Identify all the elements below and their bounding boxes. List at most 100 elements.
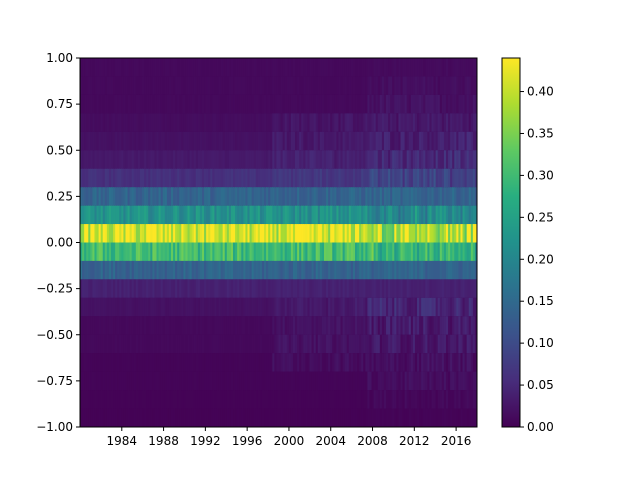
heatmap-cell <box>406 371 410 391</box>
heatmap-cell <box>427 316 431 335</box>
heatmap-cell <box>328 371 331 391</box>
heatmap-cell <box>160 353 164 372</box>
heatmap-cell <box>156 58 160 77</box>
heatmap-cell <box>189 371 193 391</box>
heatmap-cell <box>390 316 393 335</box>
heatmap-cell <box>156 279 160 298</box>
heatmap-cell <box>454 353 457 372</box>
heatmap-cell <box>450 131 453 151</box>
heatmap-cell <box>158 168 162 188</box>
heatmap-cell <box>280 76 284 95</box>
heatmap-cell <box>404 168 408 188</box>
heatmap-cell <box>111 131 114 151</box>
heatmap-cell <box>154 131 158 151</box>
heatmap-cell <box>131 242 135 261</box>
heatmap-cell <box>245 408 249 427</box>
heatmap-cell <box>247 76 251 95</box>
heatmap-cell <box>355 131 358 151</box>
heatmap-cell <box>425 260 428 280</box>
heatmap-cell <box>259 279 263 298</box>
heatmap-cell <box>292 297 296 317</box>
heatmap-cell <box>86 279 89 298</box>
heatmap-cell <box>313 297 317 317</box>
heatmap-cell <box>177 390 180 409</box>
heatmap-cell <box>357 58 360 77</box>
heatmap-cell <box>135 408 139 427</box>
heatmap-cell <box>367 390 371 409</box>
heatmap-cell <box>197 390 201 409</box>
heatmap-cell <box>274 408 278 427</box>
heatmap-cell <box>148 224 151 243</box>
heatmap-cell <box>433 94 437 114</box>
heatmap-cell <box>336 187 340 206</box>
heatmap-cell <box>330 224 333 243</box>
heatmap-cell <box>241 279 244 298</box>
heatmap-cell <box>168 224 172 243</box>
heatmap-cell <box>218 334 222 354</box>
x-tick-label: 2004 <box>315 434 346 448</box>
heatmap-cell <box>367 353 371 372</box>
heatmap-cell <box>255 94 259 114</box>
heatmap-cell <box>295 297 298 317</box>
heatmap-cell <box>292 353 296 372</box>
heatmap-cell <box>197 279 201 298</box>
heatmap-cell <box>307 58 311 77</box>
heatmap-cell <box>224 76 228 95</box>
heatmap-cell <box>392 260 395 280</box>
heatmap-cell <box>299 58 302 77</box>
heatmap-cell <box>276 353 280 372</box>
heatmap-cell <box>450 242 453 261</box>
heatmap-cell <box>400 408 404 427</box>
heatmap-cell <box>214 224 218 243</box>
heatmap-cell <box>303 94 306 114</box>
heatmap-cell <box>290 187 294 206</box>
heatmap-cell <box>406 150 410 169</box>
heatmap-cell <box>400 353 404 372</box>
heatmap-cell <box>311 316 315 335</box>
heatmap-cell <box>421 371 424 391</box>
heatmap-cell <box>280 131 284 151</box>
heatmap-cell <box>235 150 238 169</box>
heatmap-cell <box>274 297 278 317</box>
heatmap-cell <box>383 187 387 206</box>
heatmap-cell <box>425 297 428 317</box>
heatmap-cell <box>249 316 253 335</box>
heatmap-cell <box>150 224 153 243</box>
heatmap-cell <box>84 242 87 261</box>
heatmap-cell <box>398 242 402 261</box>
heatmap-cell <box>193 334 197 354</box>
heatmap-cell <box>332 334 335 354</box>
heatmap-cell <box>394 76 397 95</box>
heatmap-cell <box>317 187 321 206</box>
heatmap-cell <box>305 390 309 409</box>
heatmap-cell <box>412 408 416 427</box>
heatmap-cell <box>158 94 162 114</box>
heatmap-cell <box>319 168 323 188</box>
heatmap-cell <box>241 224 244 243</box>
heatmap-cell <box>129 224 133 243</box>
heatmap-cell <box>150 390 153 409</box>
heatmap-cell <box>315 76 319 95</box>
heatmap-cell <box>208 334 211 354</box>
heatmap-cell <box>280 334 284 354</box>
heatmap-cell <box>142 297 145 317</box>
heatmap-cell <box>450 260 453 280</box>
y-tick-label: 0.00 <box>46 236 73 250</box>
heatmap-cell <box>177 168 180 188</box>
heatmap-cell <box>315 371 319 391</box>
heatmap-cell <box>319 187 323 206</box>
heatmap-cell <box>295 76 298 95</box>
heatmap-cell <box>251 279 255 298</box>
heatmap-cell <box>441 131 445 151</box>
heatmap-cell <box>193 224 197 243</box>
heatmap-cell <box>241 353 244 372</box>
heatmap-cell <box>158 113 162 132</box>
heatmap-cell <box>239 297 242 317</box>
heatmap-cell <box>328 187 331 206</box>
heatmap-cell <box>423 279 426 298</box>
heatmap-cell <box>92 113 96 132</box>
heatmap-cell <box>412 334 416 354</box>
heatmap-cell <box>156 316 160 335</box>
heatmap-cell <box>210 408 213 427</box>
heatmap-cell <box>429 242 433 261</box>
